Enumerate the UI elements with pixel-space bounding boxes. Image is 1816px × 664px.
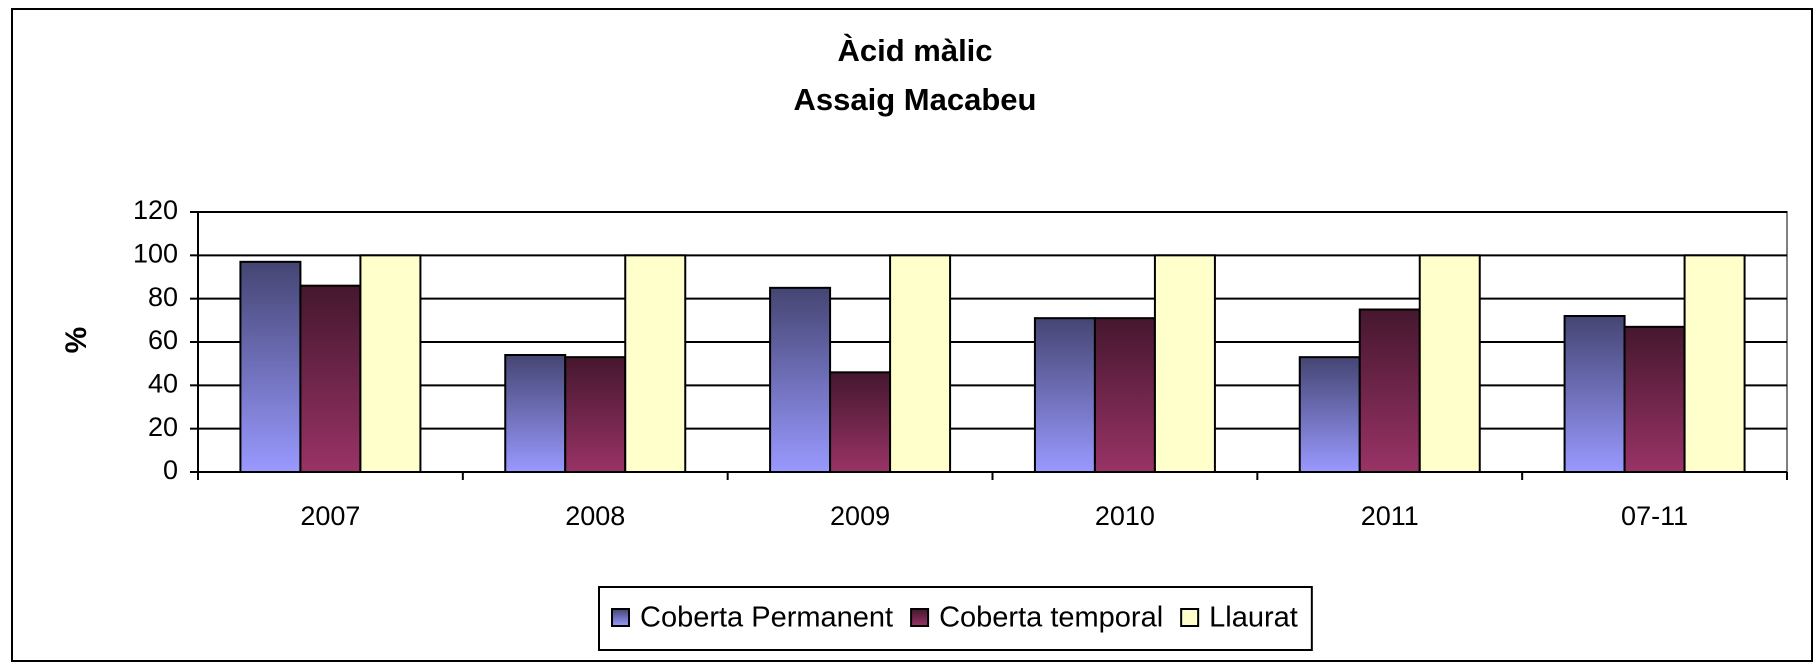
bar <box>829 371 892 474</box>
bar <box>1683 254 1746 473</box>
bar <box>564 356 627 473</box>
y-tick-label: 20 <box>148 412 178 442</box>
y-tick-label: 120 <box>133 195 178 225</box>
bar <box>359 254 422 473</box>
chart-title: Àcid màlic <box>837 33 992 68</box>
y-tick-label: 60 <box>148 325 178 355</box>
x-tick-label: 2011 <box>1361 501 1419 531</box>
y-tick-label: 80 <box>148 282 178 312</box>
legend-label: Coberta Permanent <box>640 602 893 634</box>
y-tick-label: 40 <box>148 368 178 398</box>
bar <box>1298 356 1361 473</box>
bar <box>504 354 567 473</box>
bar <box>299 284 362 473</box>
bar <box>1153 254 1216 473</box>
chart-subtitle: Assaig Macabeu <box>794 82 1037 117</box>
bar <box>1033 317 1096 473</box>
y-tick-label: 100 <box>133 238 178 268</box>
bar <box>1093 317 1156 473</box>
y-tick-label: 0 <box>163 455 178 485</box>
bar <box>1418 254 1481 473</box>
x-tick-label: 2007 <box>300 501 360 531</box>
y-axis-label: % <box>60 327 93 354</box>
legend-label: Llaurat <box>1209 602 1298 634</box>
bar <box>889 254 952 473</box>
bar <box>1563 315 1626 473</box>
bar <box>624 254 687 473</box>
legend-swatch <box>611 608 630 627</box>
legend-label: Coberta temporal <box>939 602 1163 634</box>
bar <box>239 260 302 474</box>
x-tick-label: 07-11 <box>1621 501 1688 531</box>
bar <box>1358 308 1421 473</box>
x-tick-label: 2008 <box>565 501 625 531</box>
legend-swatch <box>910 608 930 627</box>
bar <box>769 286 832 474</box>
x-tick-label: 2009 <box>830 501 890 531</box>
legend-swatch <box>1180 608 1200 627</box>
bar <box>1623 325 1686 474</box>
x-tick-label: 2010 <box>1095 501 1155 531</box>
